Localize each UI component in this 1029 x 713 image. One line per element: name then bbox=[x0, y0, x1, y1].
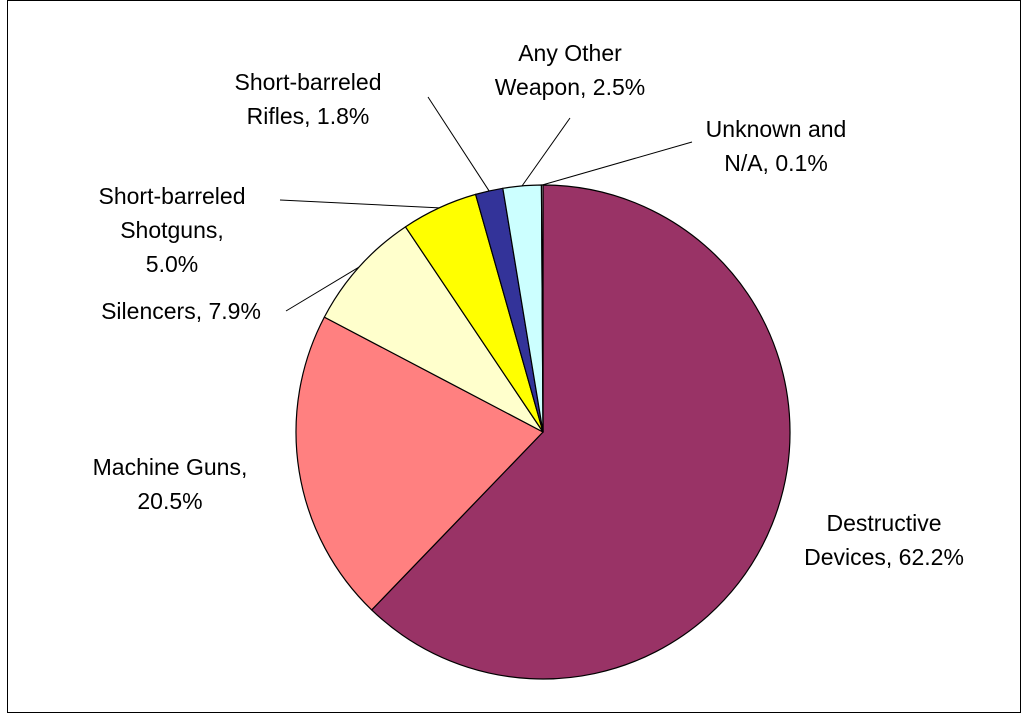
slice-label-line: Unknown and bbox=[706, 116, 847, 142]
leader-line bbox=[285, 266, 360, 312]
slice-label-line: Short-barreled bbox=[98, 183, 245, 209]
slice-label-line: Any Other bbox=[518, 40, 622, 66]
leader-lines bbox=[279, 96, 693, 312]
slice-label: Short-barreled Rifles, 1.8% bbox=[234, 69, 381, 129]
pie-slices bbox=[295, 184, 791, 680]
slice-label-line: Silencers, 7.9% bbox=[101, 298, 261, 324]
leader-line bbox=[279, 199, 440, 209]
slice-label-line: 20.5% bbox=[137, 488, 202, 514]
slice-label-line: Destructive bbox=[826, 510, 941, 536]
slice-label-line: 5.0% bbox=[146, 251, 198, 277]
leader-line bbox=[542, 141, 693, 186]
slice-label-line: Devices, 62.2% bbox=[804, 544, 964, 570]
slice-label-line: Machine Guns, bbox=[93, 454, 248, 480]
slice-label: Unknown and N/A, 0.1% bbox=[706, 116, 847, 176]
slice-label-line: N/A, 0.1% bbox=[724, 150, 828, 176]
slice-labels: Destructive Devices, 62.2% Machine Guns, 20… bbox=[93, 40, 964, 570]
leader-line bbox=[427, 96, 490, 192]
pie-slice bbox=[371, 184, 791, 680]
slice-label: Machine Guns, 20.5% bbox=[93, 454, 248, 514]
pie-slice bbox=[295, 316, 544, 611]
slice-label-line: Short-barreled bbox=[234, 69, 381, 95]
slice-label: Silencers, 7.9% bbox=[101, 298, 261, 324]
slice-label-line: Weapon, 2.5% bbox=[495, 74, 645, 100]
leader-line bbox=[521, 117, 571, 187]
slice-label-line: Rifles, 1.8% bbox=[247, 103, 370, 129]
slice-label: Short-barreled Shotguns, 5.0% bbox=[98, 183, 245, 277]
slice-label: Destructive Devices, 62.2% bbox=[804, 510, 964, 570]
slice-label: Any Other Weapon, 2.5% bbox=[495, 40, 645, 100]
pie-slice bbox=[323, 226, 544, 433]
slice-label-line: Shotguns, bbox=[120, 217, 224, 243]
